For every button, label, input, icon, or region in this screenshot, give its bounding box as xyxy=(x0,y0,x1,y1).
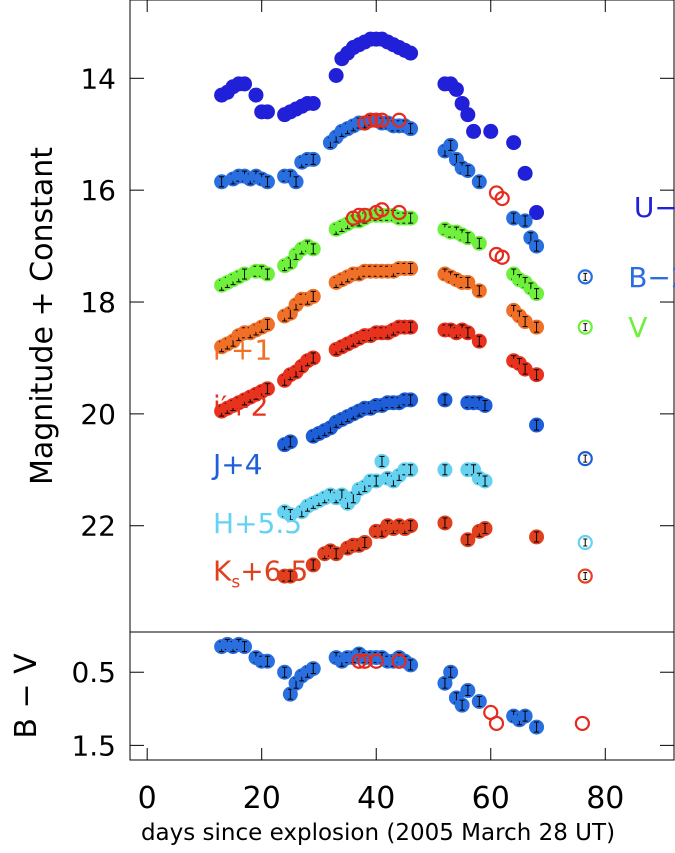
series-label: i′+2 xyxy=(213,389,268,422)
legend-marker xyxy=(577,319,593,335)
series-8-point xyxy=(494,190,510,207)
series-0-point xyxy=(483,123,499,139)
lower-y-axis-label: B − V xyxy=(9,653,44,739)
upper-y-axis-label: Magnitude + Constant xyxy=(25,147,60,485)
series-8-point xyxy=(362,112,379,128)
series-0-point xyxy=(517,165,533,181)
series-label: B−2 xyxy=(628,261,675,294)
upper-plot: 14 16 18 20 22 U−3 B−2 Vr′+1 i′+2 J+4 H+5.5 Ks+6.5 xyxy=(80,0,675,592)
lower-plot-frame xyxy=(129,631,675,761)
y-tick-label-upper: 14 xyxy=(80,62,116,95)
series-label: H+5.5 xyxy=(213,507,302,540)
legend-marker xyxy=(577,534,593,551)
series-0-point xyxy=(506,135,522,151)
color-series-1-point xyxy=(351,653,367,669)
label-rest: +6.5 xyxy=(240,554,308,587)
y-tick-label-upper: 22 xyxy=(80,510,116,543)
x-axis-label: days since explosion (2005 March 28 UT) xyxy=(141,820,615,846)
series-label: V xyxy=(628,311,647,344)
series-8-point xyxy=(391,112,407,128)
series-0-point xyxy=(248,87,264,103)
series-0-point xyxy=(529,205,545,221)
x-tick-label: 80 xyxy=(586,781,624,816)
series-0-point xyxy=(403,45,419,61)
series-0-point xyxy=(454,95,470,111)
series-0-point xyxy=(259,104,275,120)
series-label: U−3 xyxy=(634,191,675,224)
series-0-point xyxy=(237,76,253,92)
color-series-1-point xyxy=(391,653,407,669)
x-tick-label: 40 xyxy=(357,781,395,816)
color-series-1-point xyxy=(488,715,505,732)
x-tick-label: 20 xyxy=(243,781,281,816)
series-0-point xyxy=(305,95,321,111)
series-0-point xyxy=(460,107,476,123)
y-tick-label-lower: 0.5 xyxy=(71,656,116,689)
legend-marker xyxy=(577,451,593,467)
legend-marker xyxy=(577,568,593,584)
y-tick-label-lower: 1.5 xyxy=(71,729,116,762)
y-tick-label-upper: 16 xyxy=(80,174,116,207)
legend-marker xyxy=(577,269,593,285)
series-label: J+4 xyxy=(211,448,263,481)
x-tick-label: 60 xyxy=(472,781,510,816)
series-9-point xyxy=(391,204,407,221)
color-series-1-point xyxy=(368,653,384,669)
series-0-point xyxy=(328,68,344,84)
series-9-point xyxy=(351,207,367,223)
series-9-point xyxy=(494,249,510,265)
lower-plot: 0.5 1.5 0 20 40 60 80 xyxy=(71,636,674,816)
series-label: r′+1 xyxy=(213,334,272,367)
series-8-point xyxy=(368,112,384,128)
color-series-1-point xyxy=(574,715,590,732)
series-9-point xyxy=(374,202,390,218)
series-0-point xyxy=(466,123,482,139)
y-tick-label-upper: 18 xyxy=(80,286,116,319)
subscript: s xyxy=(231,572,240,592)
series-0-point xyxy=(448,81,464,97)
x-tick-label: 0 xyxy=(138,781,157,816)
series-label: Ks+6.5 xyxy=(213,554,308,592)
series-8-point xyxy=(374,112,390,128)
color-series-1-point xyxy=(357,653,373,669)
upper-plot-frame xyxy=(129,0,675,633)
y-tick-label-upper: 20 xyxy=(80,398,116,431)
